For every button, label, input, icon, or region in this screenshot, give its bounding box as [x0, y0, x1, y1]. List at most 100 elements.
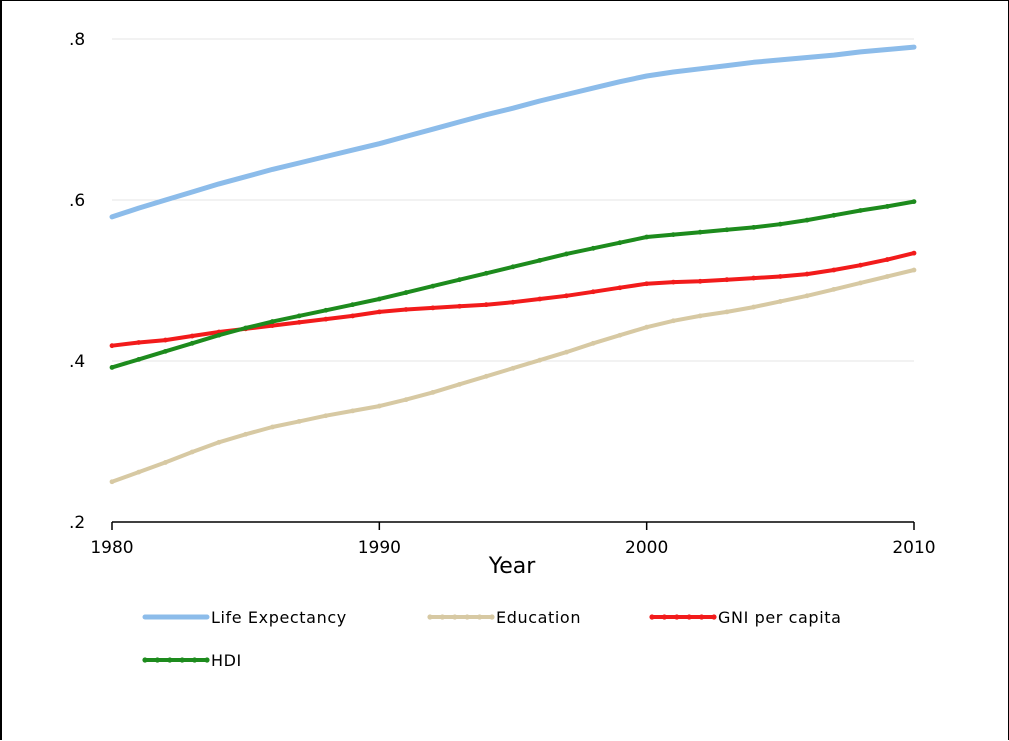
- data-point-gni-per-capita: [884, 257, 890, 262]
- axes: Year .2 .4 .6 .8 1980 1990 2000 2010: [69, 30, 936, 579]
- data-point-gni-per-capita: [831, 267, 837, 273]
- data-point-hdi: [537, 257, 543, 263]
- data-point-gni-per-capita: [403, 307, 409, 312]
- data-point-gni-per-capita: [671, 279, 676, 285]
- legend-marker-gni-per-capita: [686, 614, 692, 620]
- data-point-gni-per-capita: [457, 303, 462, 309]
- series-line-hdi: [110, 199, 916, 370]
- data-point-hdi: [617, 240, 623, 246]
- data-point-gni-per-capita: [617, 285, 623, 291]
- data-point-education: [430, 389, 436, 395]
- legend-marker-hdi: [204, 657, 210, 663]
- x-tick-label: 1980: [90, 538, 133, 558]
- data-point-hdi: [136, 356, 142, 362]
- data-point-gni-per-capita: [270, 323, 275, 328]
- legend-item-gni-per-capita: GNI per capita: [649, 608, 841, 627]
- data-point-hdi: [751, 224, 756, 230]
- data-point-gni-per-capita: [376, 309, 382, 315]
- gridlines: [112, 38, 914, 362]
- data-point-hdi: [697, 229, 703, 235]
- data-point-education: [751, 304, 756, 310]
- data-point-education: [777, 299, 783, 304]
- legend-marker-gni-per-capita: [674, 614, 680, 620]
- data-point-hdi: [403, 290, 409, 295]
- legend-item-hdi: HDI: [142, 651, 241, 670]
- data-point-hdi: [216, 332, 222, 338]
- data-point-gni-per-capita: [697, 278, 703, 284]
- x-tick-label: 2010: [892, 538, 935, 558]
- legend-marker-education: [427, 614, 433, 620]
- data-point-gni-per-capita: [483, 302, 489, 308]
- data-point-education: [189, 449, 195, 455]
- data-point-education: [644, 324, 650, 330]
- data-point-hdi: [109, 365, 115, 370]
- data-point-education: [403, 397, 409, 403]
- data-point-gni-per-capita: [136, 340, 142, 345]
- legend-label-hdi: HDI: [211, 651, 242, 670]
- data-point-education: [510, 365, 516, 371]
- data-point-hdi: [243, 325, 249, 331]
- data-point-education: [376, 403, 382, 409]
- legend-marker-hdi: [179, 657, 185, 663]
- y-tick-label: .6: [69, 191, 85, 211]
- data-point-gni-per-capita: [510, 299, 516, 305]
- data-point-education: [350, 408, 355, 414]
- legend-marker-hdi: [167, 657, 173, 663]
- data-point-gni-per-capita: [590, 289, 596, 295]
- x-axis-title: Year: [488, 554, 537, 579]
- legend-marker-hdi: [142, 657, 148, 663]
- data-point-hdi: [296, 313, 302, 319]
- data-point-hdi: [777, 221, 783, 227]
- data-point-education: [537, 357, 543, 363]
- data-point-education: [617, 332, 623, 338]
- x-tick-label: 1990: [358, 538, 401, 558]
- data-point-hdi: [644, 234, 650, 240]
- data-point-gni-per-capita: [644, 281, 650, 287]
- data-point-gni-per-capita: [858, 262, 863, 268]
- data-point-gni-per-capita: [323, 316, 329, 322]
- data-point-gni-per-capita: [911, 250, 917, 256]
- data-point-education: [724, 309, 730, 315]
- data-point-education: [590, 340, 596, 346]
- series-line-life-expectancy: [109, 44, 917, 220]
- series-hdi: [109, 199, 917, 370]
- data-point-hdi: [804, 217, 810, 223]
- data-point-hdi: [590, 245, 596, 251]
- data-point-hdi: [831, 212, 837, 218]
- data-point-education: [109, 479, 115, 485]
- y-tick-label: .2: [69, 513, 85, 533]
- data-point-education: [697, 313, 703, 319]
- data-point-education: [216, 439, 222, 445]
- data-point-education: [136, 469, 142, 475]
- data-point-education: [671, 318, 676, 324]
- legend-item-education: Education: [427, 608, 580, 627]
- data-point-hdi: [430, 283, 436, 289]
- legend-marker-hdi: [192, 657, 198, 663]
- data-point-education: [911, 267, 917, 273]
- data-point-hdi: [323, 307, 329, 313]
- data-point-gni-per-capita: [296, 319, 302, 325]
- data-point-education: [163, 460, 168, 465]
- data-point-gni-per-capita: [724, 277, 730, 283]
- data-point-gni-per-capita: [430, 305, 436, 311]
- data-point-hdi: [376, 296, 382, 302]
- y-tick-label: .8: [69, 30, 85, 50]
- legend-marker-hdi: [154, 657, 160, 663]
- data-point-education: [884, 274, 890, 279]
- data-point-hdi: [457, 277, 462, 283]
- series-education: [109, 267, 917, 485]
- data-point-hdi: [564, 251, 569, 257]
- data-point-gni-per-capita: [537, 296, 543, 302]
- data-point-hdi: [671, 232, 676, 238]
- data-point-education: [243, 431, 249, 437]
- data-point-gni-per-capita: [804, 271, 810, 277]
- data-point-hdi: [189, 340, 195, 346]
- data-point-gni-per-capita: [189, 333, 195, 339]
- data-point-gni-per-capita: [350, 313, 355, 319]
- series-lines: [109, 44, 917, 485]
- y-tick-label: .4: [69, 352, 85, 372]
- data-point-education: [858, 280, 863, 286]
- data-point-education: [831, 286, 837, 292]
